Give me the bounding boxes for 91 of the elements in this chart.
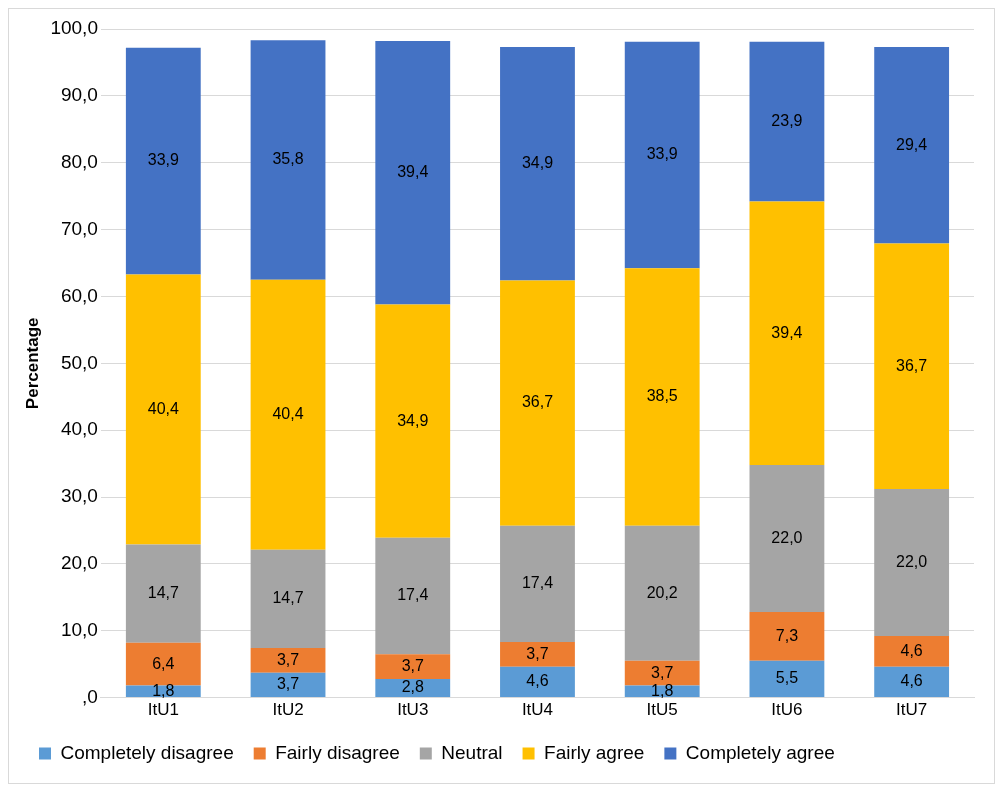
bar xyxy=(624,268,700,526)
bar xyxy=(500,47,575,281)
y-axis-title: Percentage xyxy=(22,317,42,410)
bar xyxy=(250,40,326,280)
bar xyxy=(624,660,700,686)
bar xyxy=(125,544,201,643)
bar xyxy=(624,41,700,269)
legend-label: Fairly disagree xyxy=(275,741,400,763)
data-label: 39,4 xyxy=(397,163,429,181)
data-label: 36,7 xyxy=(896,356,928,374)
data-label: 3,7 xyxy=(651,663,674,681)
bar xyxy=(874,489,950,637)
data-label: 4,6 xyxy=(526,672,549,690)
legend-label: Completely disagree xyxy=(60,741,234,763)
legend-label: Fairly agree xyxy=(544,741,645,763)
data-label: 3,7 xyxy=(401,656,424,674)
data-label: 33,9 xyxy=(646,145,678,163)
bar xyxy=(500,525,575,643)
bar xyxy=(500,280,575,526)
data-label: 22,0 xyxy=(771,528,803,546)
y-tick-label: 90,0 xyxy=(60,84,98,106)
data-label: 17,4 xyxy=(397,586,429,604)
data-label: 35,8 xyxy=(272,150,304,168)
data-label: 40,4 xyxy=(147,399,179,417)
data-label: 40,4 xyxy=(272,405,304,423)
bar xyxy=(125,47,201,275)
bar xyxy=(250,279,326,550)
x-tick-label: ItU3 xyxy=(397,700,429,720)
y-tick-label: 20,0 xyxy=(60,552,98,574)
legend-label: Neutral xyxy=(441,741,503,763)
bar xyxy=(749,201,825,465)
bar xyxy=(250,549,326,649)
bar xyxy=(749,41,825,202)
data-label: 22,0 xyxy=(896,552,928,570)
y-tick-label: 70,0 xyxy=(60,217,98,239)
bar xyxy=(749,464,825,613)
data-label: 29,4 xyxy=(896,135,928,153)
y-tick-label: 80,0 xyxy=(60,150,98,172)
y-tick-label: 40,0 xyxy=(60,418,98,440)
data-label: 34,9 xyxy=(521,154,554,172)
data-label: 7,3 xyxy=(775,626,799,644)
y-tick-label: 60,0 xyxy=(60,284,98,306)
bar xyxy=(624,525,700,661)
data-label: 1,8 xyxy=(651,681,674,699)
bar xyxy=(125,642,201,686)
bar xyxy=(375,304,451,538)
data-label: 4,6 xyxy=(900,672,923,690)
data-label: 3,7 xyxy=(276,650,300,668)
y-tick-label: ,0 xyxy=(82,685,98,707)
bar xyxy=(500,666,575,698)
data-label: 6,4 xyxy=(152,654,175,672)
data-label: 20,2 xyxy=(646,583,678,601)
data-label: 3,7 xyxy=(276,675,300,693)
data-label: 2,8 xyxy=(401,678,424,696)
bar xyxy=(874,666,950,698)
data-label: 34,9 xyxy=(397,411,429,429)
bar xyxy=(874,636,950,667)
x-tick-label: ItU5 xyxy=(646,700,678,720)
data-label: 36,7 xyxy=(521,393,554,411)
bar xyxy=(749,660,825,698)
data-label: 3,7 xyxy=(526,644,549,662)
x-tick-label: ItU4 xyxy=(521,700,554,720)
bar xyxy=(250,648,326,673)
data-label: 17,4 xyxy=(521,574,554,592)
x-tick-label: ItU7 xyxy=(896,700,928,720)
data-label: 5,5 xyxy=(775,669,799,687)
bar xyxy=(749,612,825,661)
x-tick-label: ItU2 xyxy=(272,700,304,720)
data-label: 14,7 xyxy=(272,589,304,607)
data-label: 14,7 xyxy=(147,584,179,602)
x-tick-label: ItU1 xyxy=(147,700,179,720)
x-tick-label: ItU6 xyxy=(771,700,803,720)
data-label: 4,6 xyxy=(900,641,923,659)
bar xyxy=(874,47,950,244)
y-tick-label: 100,0 xyxy=(50,17,98,39)
y-tick-label: 50,0 xyxy=(60,351,98,373)
bar xyxy=(375,537,451,655)
data-label: 23,9 xyxy=(771,112,803,130)
bar xyxy=(500,642,575,667)
bar xyxy=(375,41,451,305)
data-label: 39,4 xyxy=(771,323,803,341)
data-label: 1,8 xyxy=(152,681,175,699)
data-label: 38,5 xyxy=(646,387,678,405)
bar xyxy=(375,654,451,679)
data-label: 33,9 xyxy=(147,151,179,169)
bar xyxy=(250,672,326,698)
y-tick-label: 10,0 xyxy=(60,618,98,640)
y-tick-label: 30,0 xyxy=(60,485,98,507)
bar xyxy=(874,243,950,489)
bar xyxy=(125,274,201,545)
legend-label: Completely agree xyxy=(685,741,835,763)
